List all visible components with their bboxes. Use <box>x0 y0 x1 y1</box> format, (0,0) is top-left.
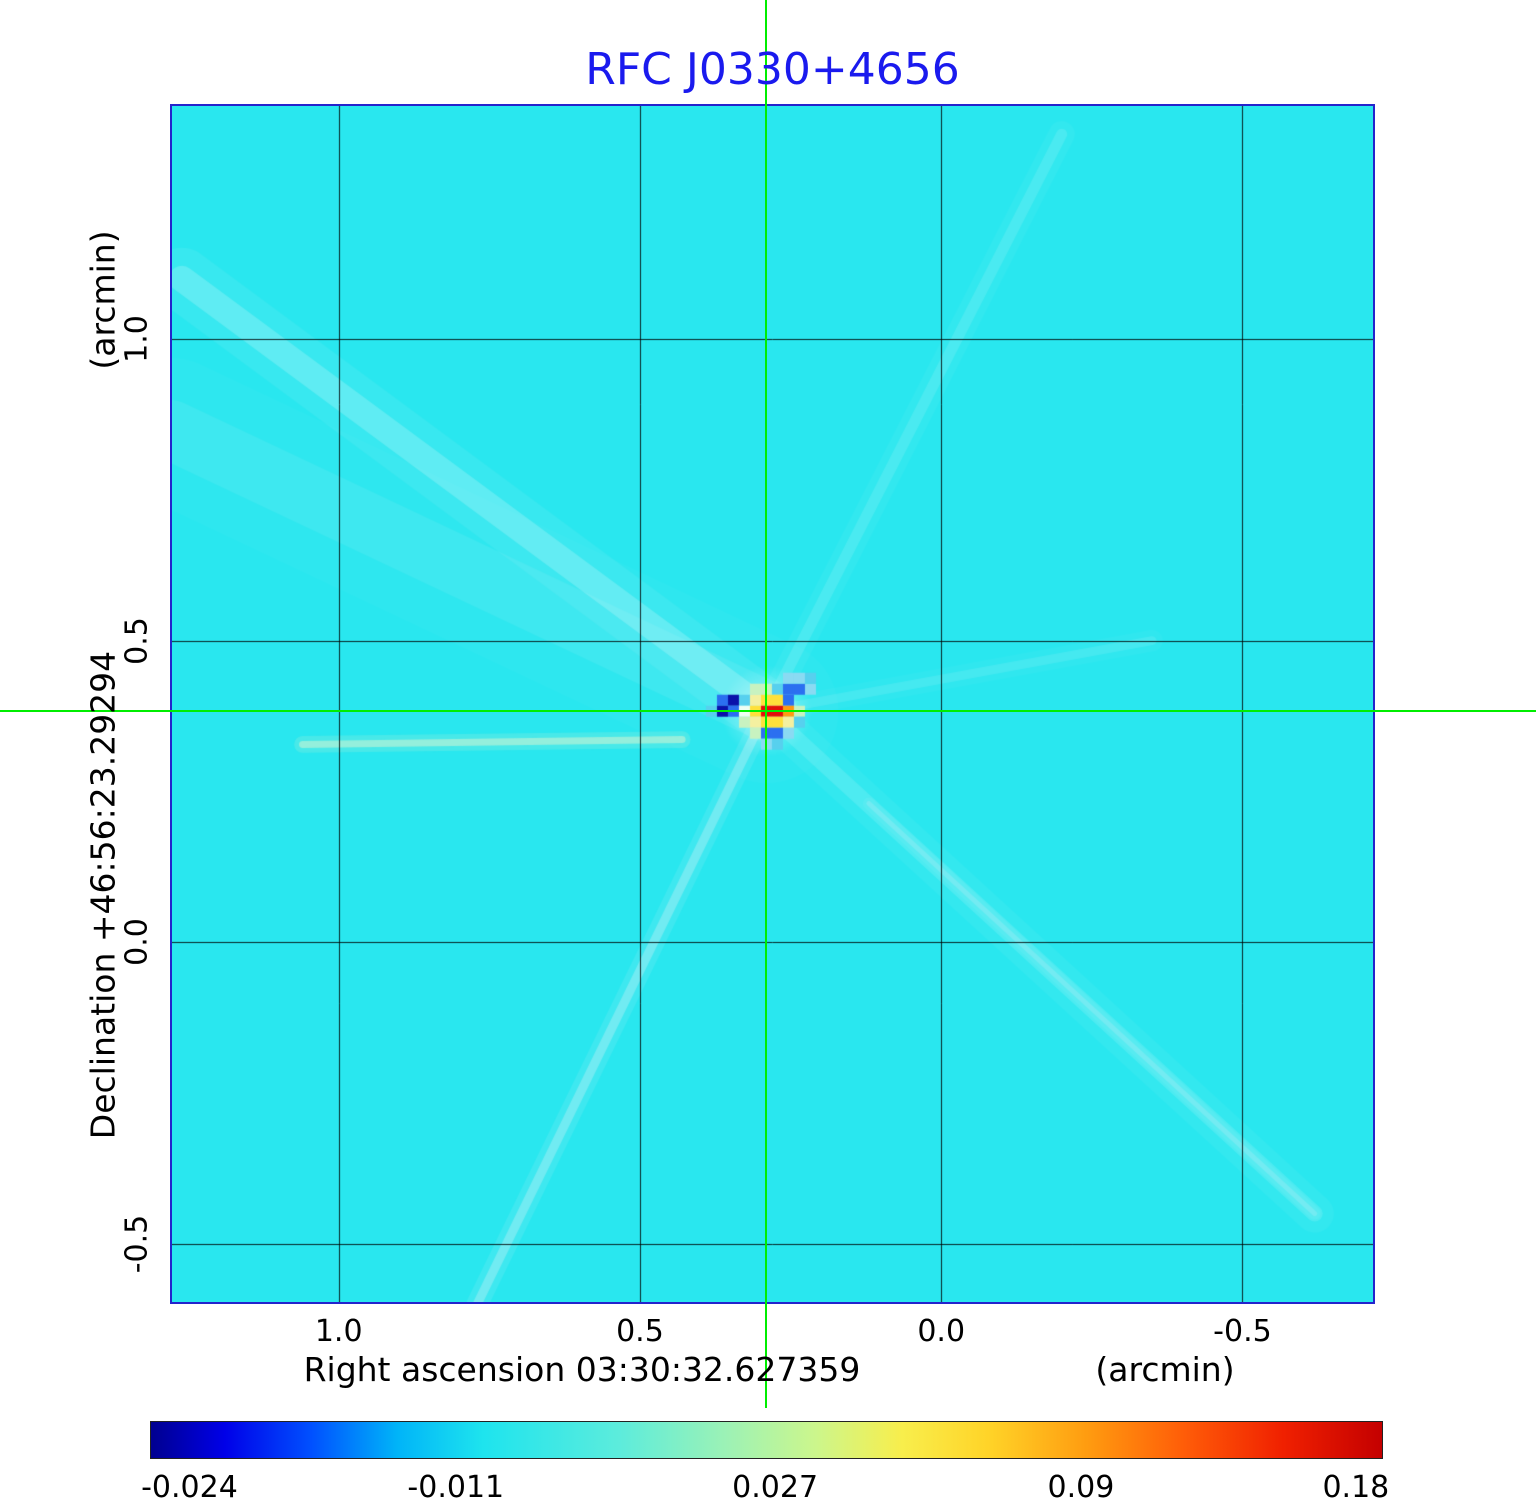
y-axis-unit: (arcmin) <box>83 230 123 370</box>
colorbar-tick-1: -0.011 <box>407 1470 505 1505</box>
x-tick-label-1: 0.5 <box>616 1314 664 1349</box>
colorbar-tick-3: 0.09 <box>1047 1470 1115 1505</box>
plot-title: RFC J0330+4656 <box>585 44 960 95</box>
x-tick-label-0: 1.0 <box>314 1314 363 1349</box>
y-axis-title: Declination +46:56:23.29294 <box>83 650 123 1140</box>
crosshair-horizontal <box>0 710 1536 713</box>
sky-map-canvas <box>172 106 1373 1302</box>
colorbar-tick-2: 0.027 <box>732 1470 819 1505</box>
colorbar <box>150 1421 1383 1459</box>
crosshair-vertical <box>765 0 768 1408</box>
y-tick-label-3: -0.5 <box>119 1214 155 1273</box>
y-tick-label-0: 1.0 <box>119 315 155 364</box>
x-axis-unit: (arcmin) <box>1095 1350 1235 1389</box>
plot-area <box>170 104 1375 1304</box>
x-tick-label-3: -0.5 <box>1213 1314 1272 1349</box>
x-tick-label-2: 0.0 <box>917 1314 966 1349</box>
colorbar-tick-0: -0.024 <box>141 1470 238 1505</box>
y-tick-label-1: 0.5 <box>119 616 155 665</box>
y-tick-label-2: 0.0 <box>119 918 155 967</box>
colorbar-tick-4: 0.18 <box>1322 1470 1390 1505</box>
x-axis-title: Right ascension 03:30:32.627359 <box>303 1350 861 1389</box>
